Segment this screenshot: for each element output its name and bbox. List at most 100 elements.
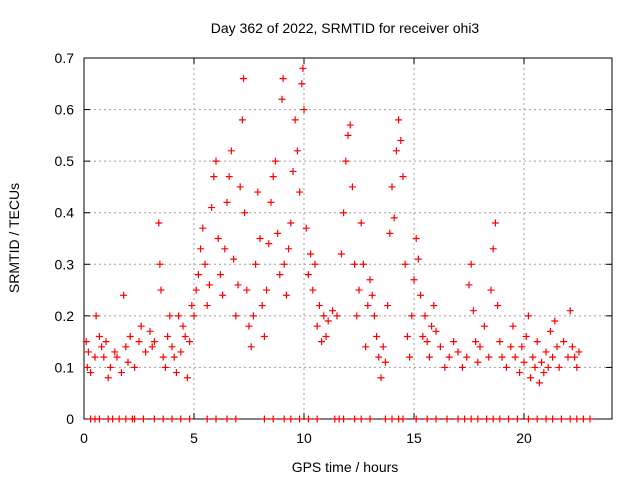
data-point xyxy=(529,353,537,361)
data-point xyxy=(520,358,528,366)
data-point xyxy=(265,240,273,248)
data-point xyxy=(441,363,449,371)
data-point xyxy=(423,338,431,346)
data-point xyxy=(260,332,268,340)
grid-lines xyxy=(84,58,612,419)
data-point xyxy=(555,363,563,371)
data-point xyxy=(287,415,295,423)
data-point xyxy=(546,327,554,335)
data-point xyxy=(516,369,524,377)
data-point xyxy=(256,235,264,242)
x-tick-label: 15 xyxy=(406,430,422,446)
data-point xyxy=(260,415,268,423)
data-point xyxy=(403,332,411,340)
data-point xyxy=(304,271,312,279)
data-point xyxy=(186,415,194,423)
data-point xyxy=(491,219,499,227)
data-point xyxy=(304,415,312,423)
data-point xyxy=(586,415,594,423)
data-point xyxy=(381,415,389,423)
data-point xyxy=(236,183,244,191)
data-point xyxy=(573,415,581,423)
x-tick-label: 10 xyxy=(296,430,312,446)
data-point xyxy=(351,415,359,423)
data-point xyxy=(329,307,337,315)
data-point xyxy=(313,415,321,423)
data-point xyxy=(296,188,304,196)
data-point xyxy=(549,415,557,423)
y-tick-label: 0.6 xyxy=(55,102,75,118)
y-tick-label: 0.7 xyxy=(55,50,75,66)
data-point xyxy=(122,415,130,423)
data-point xyxy=(399,415,407,423)
data-point xyxy=(388,183,396,191)
data-point xyxy=(487,286,495,294)
data-point xyxy=(240,75,247,83)
data-point xyxy=(542,415,550,423)
data-point xyxy=(511,353,519,361)
data-point xyxy=(533,415,541,423)
data-point xyxy=(432,327,440,335)
data-point xyxy=(324,317,332,325)
data-point xyxy=(298,80,306,88)
data-point xyxy=(346,121,354,129)
data-point xyxy=(461,415,469,423)
data-point xyxy=(564,353,572,361)
data-point xyxy=(274,229,282,237)
data-point xyxy=(117,369,125,377)
data-point xyxy=(476,343,484,351)
data-point xyxy=(113,353,121,361)
data-point xyxy=(531,363,539,371)
data-point xyxy=(469,307,477,315)
data-point xyxy=(287,219,295,227)
data-point xyxy=(474,358,482,366)
data-point xyxy=(355,286,363,294)
data-point xyxy=(544,363,552,371)
data-points xyxy=(82,64,594,423)
data-point xyxy=(535,379,543,387)
data-point xyxy=(172,369,180,377)
data-point xyxy=(139,415,147,423)
data-point xyxy=(203,302,211,310)
data-point xyxy=(223,198,231,206)
data-point xyxy=(142,348,150,356)
data-point xyxy=(375,353,383,361)
data-point xyxy=(357,415,365,423)
data-point xyxy=(148,343,156,351)
data-point xyxy=(575,348,583,356)
x-tick-label: 20 xyxy=(516,430,532,446)
data-point xyxy=(230,255,238,263)
data-point xyxy=(124,358,132,366)
data-point xyxy=(410,276,418,284)
data-point xyxy=(181,332,189,340)
data-point xyxy=(293,147,301,155)
data-point xyxy=(419,332,427,340)
data-point xyxy=(190,312,198,320)
chart-title: Day 362 of 2022, SRMTID for receiver ohi… xyxy=(211,20,480,36)
data-point xyxy=(161,363,169,371)
y-tick-label: 0.2 xyxy=(55,308,75,324)
data-point xyxy=(485,353,493,361)
data-point xyxy=(131,363,139,371)
data-point xyxy=(131,415,139,423)
data-point xyxy=(397,137,405,145)
data-point xyxy=(201,260,209,268)
data-point xyxy=(115,415,123,423)
data-point xyxy=(480,322,488,330)
data-point xyxy=(241,209,249,217)
data-point xyxy=(168,415,176,423)
data-point xyxy=(285,245,293,253)
data-point xyxy=(342,157,350,165)
data-point xyxy=(368,291,376,299)
data-point xyxy=(155,219,163,227)
data-point xyxy=(223,415,231,423)
data-point xyxy=(170,353,178,361)
data-point xyxy=(92,312,100,320)
data-point xyxy=(425,353,433,361)
data-point xyxy=(82,338,90,346)
data-point xyxy=(212,415,220,423)
data-point xyxy=(225,173,233,181)
data-point xyxy=(238,116,246,124)
data-point xyxy=(263,286,271,294)
data-point xyxy=(571,353,579,361)
